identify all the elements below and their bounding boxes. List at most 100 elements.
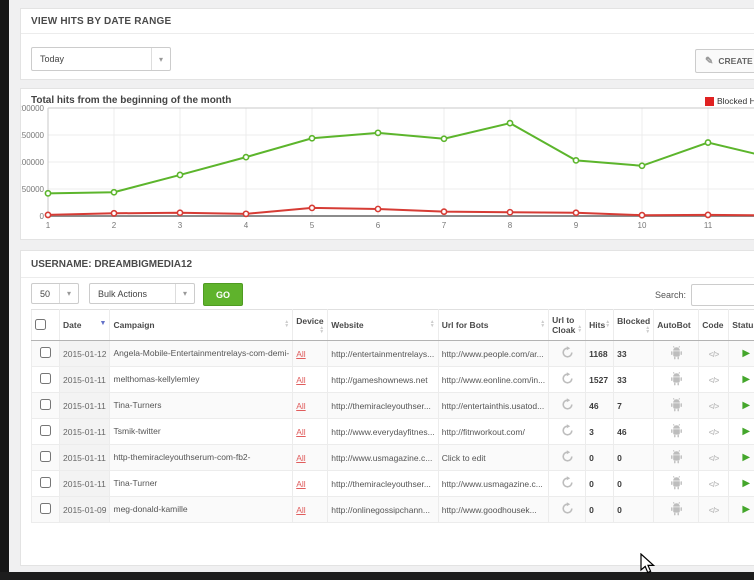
- device-link[interactable]: All: [296, 452, 306, 463]
- code-button[interactable]: </>: [698, 470, 730, 497]
- status-button[interactable]: ▶: [728, 444, 754, 471]
- hits-cell: 0: [585, 470, 615, 497]
- autobot-button[interactable]: [653, 470, 700, 497]
- sort-icon[interactable]: ▲ ▼: [605, 319, 611, 329]
- url-to-cloak-cell[interactable]: [548, 470, 587, 497]
- sort-icon[interactable]: ▲ ▼: [540, 319, 546, 329]
- select-all-header: [31, 309, 60, 341]
- url-to-cloak-cell[interactable]: [548, 444, 587, 471]
- autobot-button[interactable]: [653, 340, 700, 367]
- bulk-actions-select[interactable]: Bulk Actions ▾: [89, 283, 195, 304]
- device-cell: All: [292, 444, 329, 471]
- sort-icon[interactable]: ▲ ▼: [319, 325, 325, 335]
- column-header-url-for-bots[interactable]: Url for Bots ▲ ▼: [437, 309, 550, 341]
- status-button[interactable]: ▶: [728, 470, 754, 497]
- android-icon: [670, 397, 682, 411]
- android-icon: [670, 345, 682, 359]
- code-button[interactable]: </>: [698, 418, 730, 445]
- url-to-cloak-cell[interactable]: [548, 366, 587, 393]
- url-for-bots-cell[interactable]: Click to edit: [437, 444, 550, 471]
- url-for-bots-cell[interactable]: http://www.people.com/ar...: [437, 340, 550, 367]
- date-range-select[interactable]: Today ▾: [31, 47, 171, 71]
- url-for-bots-cell[interactable]: http://www.usmagazine.c...: [437, 470, 550, 497]
- row-checkbox[interactable]: [40, 373, 51, 384]
- device-link[interactable]: All: [296, 426, 306, 437]
- hits-cell: 3: [585, 418, 615, 445]
- status-button[interactable]: ▶: [728, 340, 754, 367]
- status-button[interactable]: ▶: [728, 418, 754, 445]
- url-for-bots-cell[interactable]: http://fitnworkout.com/: [437, 418, 550, 445]
- url-for-bots-cell[interactable]: http://www.goodhousek...: [437, 496, 550, 523]
- search-label: Search:: [655, 290, 687, 300]
- url-for-bots-cell[interactable]: http://entertainthis.usatod...: [437, 392, 550, 419]
- code-button[interactable]: </>: [698, 366, 730, 393]
- column-header-status[interactable]: Status: [728, 309, 754, 341]
- code-button[interactable]: </>: [698, 340, 730, 367]
- sort-desc-icon[interactable]: ▼: [99, 320, 107, 327]
- sort-icon[interactable]: ▲ ▼: [429, 319, 435, 329]
- status-button[interactable]: ▶: [728, 496, 754, 523]
- row-checkbox[interactable]: [40, 477, 51, 488]
- window-bottom-edge: [0, 572, 754, 580]
- sort-icon[interactable]: ▲ ▼: [577, 324, 583, 334]
- chart-title: Total hits from the beginning of the mon…: [31, 95, 232, 106]
- autobot-button[interactable]: [653, 444, 700, 471]
- column-header-website[interactable]: Website ▲ ▼: [327, 309, 439, 341]
- column-header-campaign[interactable]: Campaign ▲ ▼: [109, 309, 294, 341]
- url-to-cloak-cell[interactable]: [548, 496, 587, 523]
- campaign-cell: http-themiracleyouthserum-com-fb2-: [109, 444, 294, 471]
- url-to-cloak-cell[interactable]: [548, 392, 587, 419]
- svg-text:1: 1: [46, 221, 51, 230]
- url-to-cloak-cell[interactable]: [548, 418, 587, 445]
- search-input[interactable]: [691, 284, 754, 306]
- row-checkbox[interactable]: [40, 451, 51, 462]
- device-cell: All: [292, 392, 329, 419]
- go-button[interactable]: GO: [203, 283, 243, 306]
- chevron-down-icon: ▾: [151, 48, 170, 70]
- create-new-campaign-label: CREATE NEW CAMPAIGN: [718, 56, 754, 66]
- sort-icon[interactable]: ▲ ▼: [284, 319, 290, 329]
- column-header-date[interactable]: Date ▼: [58, 309, 111, 341]
- date-range-title: VIEW HITS BY DATE RANGE: [21, 9, 754, 34]
- select-all-checkbox[interactable]: [35, 318, 46, 330]
- column-header-code[interactable]: Code: [698, 309, 730, 341]
- column-header-autobot[interactable]: AutoBot: [653, 309, 700, 341]
- device-link[interactable]: All: [296, 478, 306, 489]
- code-icon: </>: [708, 349, 720, 359]
- autobot-button[interactable]: [653, 418, 700, 445]
- website-cell: http://entertainmentrelays...: [327, 340, 439, 367]
- column-header-url-to-cloak[interactable]: Url to Cloak ▲ ▼: [548, 309, 587, 341]
- device-link[interactable]: All: [296, 374, 306, 385]
- column-header-blocked[interactable]: Blocked ▲ ▼: [613, 309, 655, 341]
- device-link[interactable]: All: [296, 504, 306, 515]
- status-button[interactable]: ▶: [728, 392, 754, 419]
- svg-text:2: 2: [112, 221, 117, 230]
- sort-icon[interactable]: ▲ ▼: [645, 325, 651, 335]
- autobot-button[interactable]: [653, 392, 700, 419]
- row-checkbox[interactable]: [40, 503, 51, 514]
- autobot-button[interactable]: [653, 496, 700, 523]
- device-link[interactable]: All: [296, 348, 306, 359]
- row-checkbox[interactable]: [40, 399, 51, 410]
- status-button[interactable]: ▶: [728, 366, 754, 393]
- page-size-select[interactable]: 50 ▾: [31, 283, 79, 304]
- device-link[interactable]: All: [296, 400, 306, 411]
- row-checkbox[interactable]: [40, 425, 51, 436]
- date-cell: 2015-01-11: [58, 392, 111, 419]
- url-to-cloak-cell[interactable]: [548, 340, 587, 367]
- url-for-bots-cell[interactable]: http://www.eonline.com/in...: [437, 366, 550, 393]
- column-header-hits[interactable]: Hits ▲ ▼: [585, 309, 615, 341]
- create-new-campaign-button[interactable]: ✎ CREATE NEW CAMPAIGN: [695, 49, 754, 73]
- code-button[interactable]: </>: [698, 444, 730, 471]
- website-cell: http://www.usmagazine.c...: [327, 444, 439, 471]
- code-button[interactable]: </>: [698, 496, 730, 523]
- table-header-row: Date ▼ Campaign ▲ ▼ Device ▲ ▼ Website ▲ ▼ Url for …: [31, 309, 754, 341]
- code-icon: </>: [708, 505, 720, 515]
- svg-text:6: 6: [376, 221, 381, 230]
- column-header-device[interactable]: Device ▲ ▼: [292, 309, 329, 341]
- row-checkbox[interactable]: [40, 347, 51, 358]
- code-button[interactable]: </>: [698, 392, 730, 419]
- autobot-button[interactable]: [653, 366, 700, 393]
- row-select-cell: [31, 444, 60, 471]
- campaign-table-panel: USERNAME: DREAMBIGMEDIA12 50 ▾ Bulk Acti…: [20, 250, 754, 566]
